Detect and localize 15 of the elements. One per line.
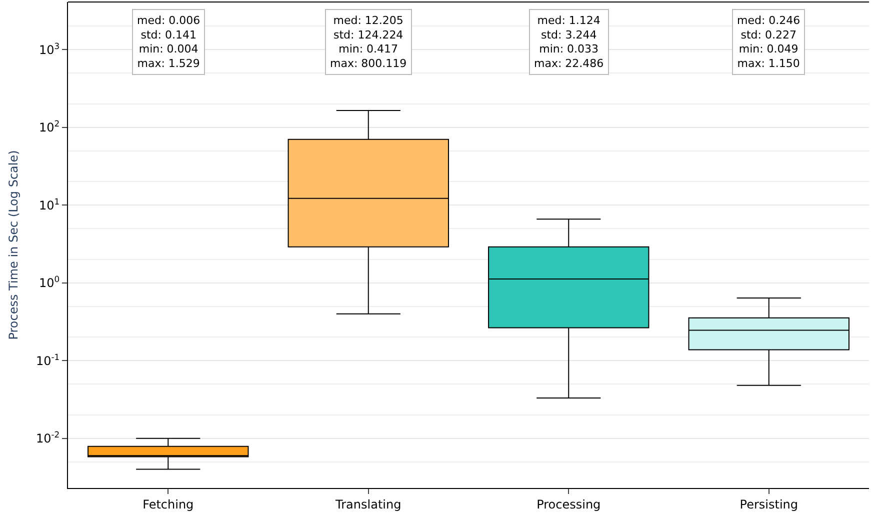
y-tick-label: 10$^{3}$ <box>38 40 60 57</box>
y-tick-label: 10$^{2}$ <box>38 118 60 135</box>
y-tick-label: 10$^{0}$ <box>38 274 60 290</box>
y-axis-title: Process Time in Sec (Log Scale) <box>6 150 20 340</box>
x-tick-label: Processing <box>536 497 601 512</box>
annotation: med: 0.006 std: 0.141 min: 0.004 max: 1.529 <box>137 14 200 70</box>
x-tick-label: Persisting <box>740 497 798 512</box>
y-tick-label: 10$^{1}$ <box>38 196 60 212</box>
annotation: med: 0.246 std: 0.227 min: 0.049 max: 1.150 <box>737 14 800 70</box>
annotation: med: 1.124 std: 3.244 min: 0.033 max: 22.486 <box>534 14 604 70</box>
annotation: med: 12.205 std: 124.224 min: 0.417 max: 800.119 <box>330 14 407 70</box>
x-tick-label: Fetching <box>142 497 194 512</box>
y-tick-label: 10$^{-2}$ <box>36 430 60 446</box>
x-tick-label: Translating <box>334 497 402 512</box>
y-tick-label: 10$^{-1}$ <box>36 352 60 368</box>
